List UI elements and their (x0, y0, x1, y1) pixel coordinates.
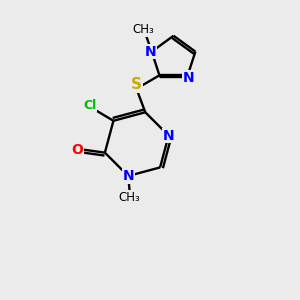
Text: S: S (131, 77, 142, 92)
Text: CH₃: CH₃ (119, 191, 141, 204)
Text: N: N (183, 71, 194, 85)
Text: N: N (144, 45, 156, 58)
Text: CH₃: CH₃ (132, 23, 154, 36)
Text: N: N (163, 129, 174, 142)
Text: Cl: Cl (83, 99, 97, 112)
Text: N: N (122, 169, 134, 183)
Text: O: O (71, 143, 83, 157)
